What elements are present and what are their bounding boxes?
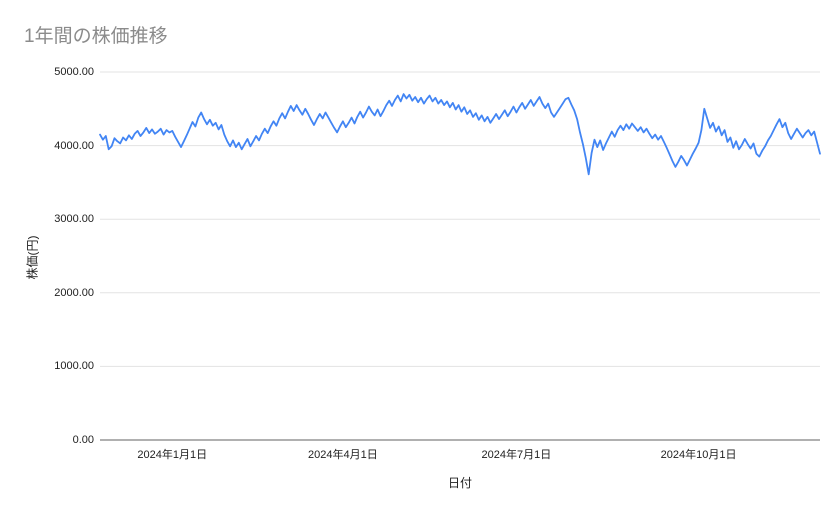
x-tick-label: 2024年4月1日 [308,449,378,461]
x-axis-title: 日付 [447,476,473,490]
chart-title: 1年間の株価推移 [24,26,168,47]
line-plot [99,71,821,441]
price-line [99,93,821,176]
x-tick-label: 2024年10月1日 [660,449,737,461]
x-tick-label: 2024年7月1日 [481,449,552,461]
y-tick-label: 2000.00 [54,286,94,299]
y-tick-label: 3000.00 [54,213,94,226]
y-tick-label: 0.00 [72,434,94,446]
y-tick-label: 1000.00 [54,360,94,373]
x-tick-label: 2024年1月1日 [137,449,208,461]
y-tick-label: 4000.00 [54,139,94,152]
y-tick-label: 5000.00 [54,66,94,78]
